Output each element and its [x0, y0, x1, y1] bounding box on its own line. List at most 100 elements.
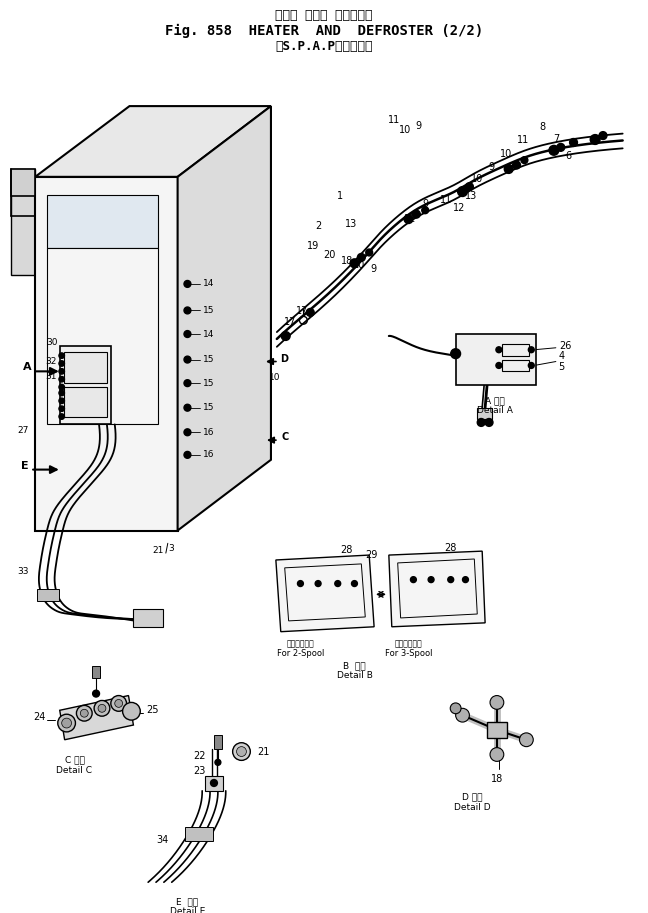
Circle shape — [59, 390, 64, 395]
Circle shape — [237, 747, 246, 757]
Text: 5: 5 — [559, 362, 565, 373]
Circle shape — [365, 249, 373, 256]
Circle shape — [496, 347, 502, 352]
Circle shape — [422, 207, 428, 214]
Circle shape — [93, 690, 100, 697]
Text: 10: 10 — [399, 125, 411, 135]
Text: 33: 33 — [17, 567, 29, 576]
Circle shape — [521, 157, 528, 163]
Text: （S.P.A.P装着車用）: （S.P.A.P装着車用） — [275, 39, 373, 53]
Text: 20: 20 — [324, 250, 336, 260]
Circle shape — [215, 760, 221, 765]
Text: 19: 19 — [307, 241, 319, 250]
Text: A 詳細: A 詳細 — [485, 396, 505, 405]
Circle shape — [485, 418, 493, 426]
Bar — [185, 827, 213, 841]
Circle shape — [412, 210, 421, 218]
Circle shape — [504, 164, 513, 173]
Circle shape — [59, 353, 64, 359]
Bar — [37, 590, 59, 602]
Bar — [60, 346, 111, 425]
Bar — [214, 735, 222, 749]
Circle shape — [184, 280, 191, 288]
Text: ２スプール用: ２スプール用 — [286, 639, 314, 648]
Bar — [502, 344, 529, 356]
Text: 21: 21 — [152, 546, 164, 555]
Circle shape — [457, 186, 467, 196]
Circle shape — [59, 361, 64, 366]
Text: 11: 11 — [517, 135, 529, 145]
Circle shape — [115, 699, 122, 708]
Circle shape — [465, 183, 473, 191]
Text: E: E — [21, 461, 28, 471]
Text: 31: 31 — [45, 372, 56, 381]
Bar — [456, 334, 536, 385]
Text: 29: 29 — [365, 550, 377, 560]
Polygon shape — [35, 177, 178, 530]
Circle shape — [350, 259, 359, 268]
Text: 15: 15 — [203, 355, 214, 364]
Circle shape — [456, 708, 469, 722]
Text: 12: 12 — [454, 204, 466, 214]
Bar — [502, 360, 529, 372]
Circle shape — [297, 581, 303, 586]
Circle shape — [410, 577, 417, 582]
Circle shape — [590, 134, 600, 144]
Polygon shape — [178, 106, 271, 530]
Text: 26: 26 — [559, 341, 572, 351]
Circle shape — [59, 369, 64, 374]
Text: 9: 9 — [370, 264, 376, 274]
Circle shape — [184, 429, 191, 436]
Circle shape — [80, 709, 88, 718]
Text: 32: 32 — [45, 357, 56, 366]
Circle shape — [59, 398, 64, 404]
Text: 17: 17 — [296, 307, 308, 317]
Text: 10: 10 — [353, 260, 365, 270]
Circle shape — [315, 581, 321, 586]
Circle shape — [490, 748, 503, 761]
Circle shape — [211, 780, 218, 786]
Text: ３スプール用: ３スプール用 — [395, 639, 422, 648]
Circle shape — [570, 139, 577, 146]
Text: Detail E: Detail E — [170, 908, 205, 913]
Circle shape — [184, 331, 191, 338]
Circle shape — [184, 451, 191, 458]
Text: D 詳細: D 詳細 — [462, 792, 483, 802]
Circle shape — [111, 696, 126, 711]
Circle shape — [549, 145, 559, 155]
Text: 13: 13 — [465, 191, 478, 201]
Text: 30: 30 — [46, 339, 58, 347]
Text: 15: 15 — [203, 306, 214, 315]
Text: 16: 16 — [203, 450, 214, 459]
Text: 25: 25 — [146, 705, 158, 715]
Circle shape — [307, 309, 314, 316]
Circle shape — [335, 581, 341, 586]
Circle shape — [448, 577, 454, 582]
Polygon shape — [10, 169, 35, 196]
Circle shape — [358, 254, 365, 261]
Circle shape — [528, 347, 534, 352]
Text: 21: 21 — [257, 747, 270, 757]
Circle shape — [59, 376, 64, 382]
Bar — [47, 247, 158, 425]
Circle shape — [98, 705, 106, 712]
Text: 15: 15 — [203, 379, 214, 388]
Text: 17: 17 — [284, 317, 297, 327]
Text: 23: 23 — [193, 766, 205, 776]
Circle shape — [490, 696, 503, 709]
Text: 10: 10 — [471, 173, 483, 184]
Circle shape — [122, 702, 140, 720]
Text: A: A — [23, 362, 32, 373]
Circle shape — [59, 384, 64, 390]
Circle shape — [184, 307, 191, 314]
Circle shape — [528, 362, 534, 369]
Text: C 詳細: C 詳細 — [65, 755, 84, 764]
Text: 15: 15 — [203, 404, 214, 412]
Text: 14: 14 — [203, 279, 214, 289]
Text: 3: 3 — [168, 543, 174, 552]
Text: For 3-Spool: For 3-Spool — [385, 649, 432, 657]
Text: 13: 13 — [345, 219, 358, 229]
Text: D: D — [280, 353, 288, 363]
Text: 14: 14 — [203, 330, 214, 339]
Text: 1: 1 — [337, 192, 343, 202]
